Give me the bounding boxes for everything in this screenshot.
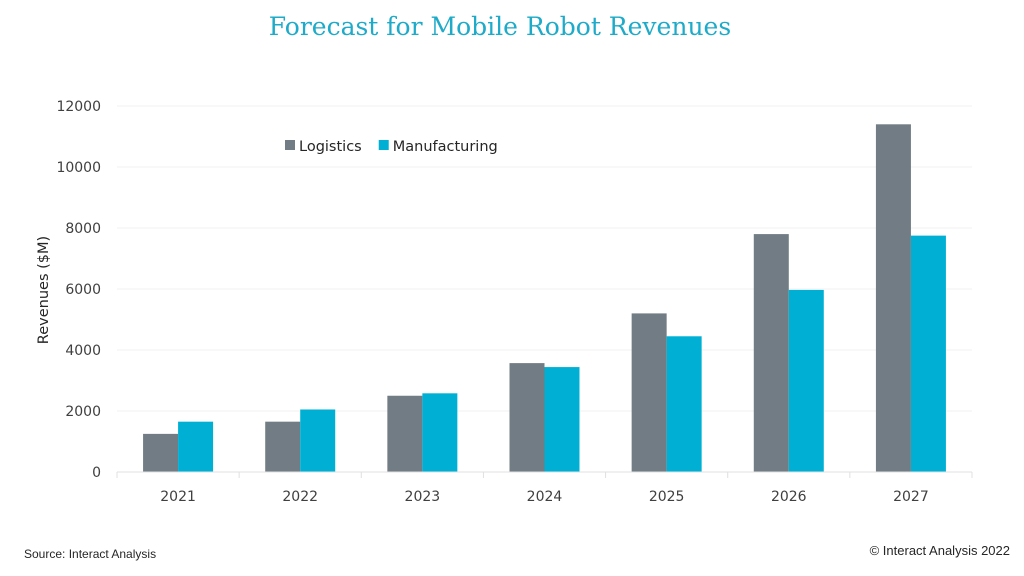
x-tick-label: 2026 (771, 489, 807, 505)
x-tick-label: 2023 (405, 489, 441, 505)
y-tick-label: 10000 (56, 160, 101, 176)
legend-swatch-logistics (285, 140, 295, 150)
legend: Logistics Manufacturing (285, 139, 498, 155)
legend-label-manufacturing: Manufacturing (393, 139, 498, 155)
bar-manufacturing-2023 (422, 393, 458, 472)
y-tick-label: 8000 (65, 221, 101, 237)
y-tick-label: 2000 (65, 404, 101, 420)
bar-logistics-2025 (631, 313, 667, 472)
bars (143, 124, 946, 473)
x-tick-label: 2025 (649, 489, 685, 505)
y-tick-label: 12000 (56, 99, 101, 115)
bar-manufacturing-2022 (300, 409, 336, 472)
bar-manufacturing-2027 (910, 235, 946, 472)
source-note: Source: Interact Analysis (24, 547, 157, 561)
bar-logistics-2023 (387, 395, 423, 472)
y-axis-label: Revenues ($M) (36, 236, 52, 344)
y-tick-label: 4000 (65, 343, 101, 359)
chart-title: Forecast for Mobile Robot Revenues (268, 12, 732, 41)
bar-manufacturing-2024 (544, 367, 580, 472)
bar-logistics-2021 (143, 433, 179, 472)
legend-swatch-manufacturing (378, 140, 389, 150)
y-axis-ticks: 0 2000 4000 6000 8000 10000 12000 (56, 99, 101, 481)
bar-logistics-2026 (753, 234, 789, 472)
y-tick-label: 6000 (65, 282, 101, 298)
bar-manufacturing-2026 (788, 289, 824, 472)
copyright-note: © Interact Analysis 2022 (869, 543, 1010, 558)
bar-logistics-2027 (875, 124, 911, 473)
y-tick-label: 0 (92, 465, 101, 481)
x-tick-label: 2024 (527, 489, 563, 505)
bar-manufacturing-2021 (178, 421, 214, 472)
legend-label-logistics: Logistics (299, 139, 362, 155)
x-tick-label: 2021 (160, 489, 196, 505)
x-axis-ticks: 2021 2022 2023 2024 2025 2026 2027 (160, 489, 928, 505)
bar-logistics-2022 (265, 421, 301, 472)
x-tick-label: 2022 (282, 489, 318, 505)
x-axis (116, 471, 973, 478)
bar-manufacturing-2025 (666, 336, 702, 472)
bar-logistics-2024 (509, 363, 545, 472)
gridlines (117, 105, 972, 412)
x-tick-label: 2027 (893, 489, 929, 505)
